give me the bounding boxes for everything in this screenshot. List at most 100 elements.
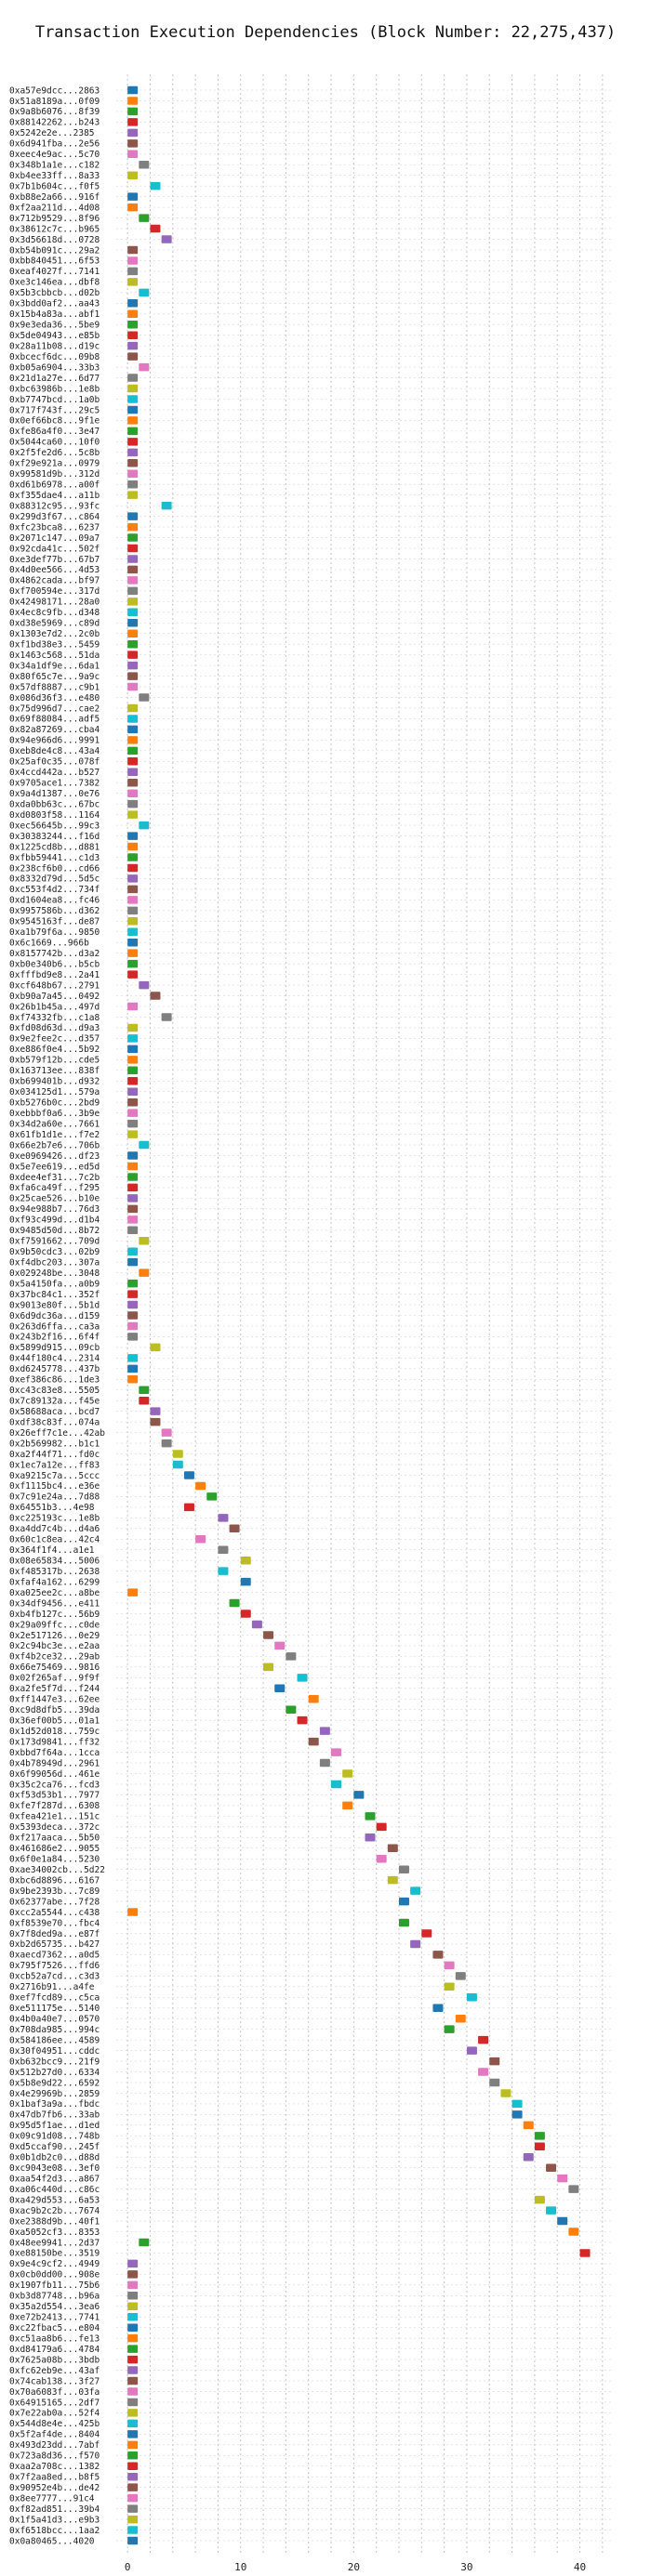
transaction-label: 0xbb840451...6f53 xyxy=(9,256,100,267)
transaction-label: 0xe511175e...5140 xyxy=(9,2004,100,2014)
transaction-label: 0xf4dbc203...307a xyxy=(9,1257,100,1268)
transaction-bar xyxy=(127,416,139,425)
transaction-bar xyxy=(195,1481,206,1491)
transaction-bar xyxy=(523,2153,534,2162)
transaction-bar xyxy=(127,2259,139,2268)
transaction-label: 0x9be2393b...7c89 xyxy=(9,1886,100,1897)
transaction-label: 0xc22fbac5...e804 xyxy=(9,2323,100,2333)
transaction-bar xyxy=(342,1769,353,1778)
transaction-bar xyxy=(139,2238,150,2247)
transaction-label: 0xdee4ef31...7c2b xyxy=(9,1173,100,1183)
transaction-label: 0xcf648b67...2791 xyxy=(9,980,100,991)
transaction-bar xyxy=(183,1471,194,1479)
transaction-bar xyxy=(127,2430,139,2438)
transaction-bar xyxy=(127,448,139,457)
transaction-bar xyxy=(150,181,161,191)
transaction-bar xyxy=(127,2504,139,2513)
transaction-label: 0x34a1df9e...6da1 xyxy=(9,661,100,671)
transaction-label: 0xb0e340b6...b5cb xyxy=(9,959,100,969)
transaction-label: 0x708da985...994c xyxy=(9,2025,100,2035)
transaction-bar xyxy=(127,2355,139,2364)
transaction-label: 0x4ccd442a...b527 xyxy=(9,768,100,778)
transaction-label: 0xf93c499d...d1b4 xyxy=(9,1216,100,1226)
transaction-label: 0x9e2fee2c...d357 xyxy=(9,1034,100,1045)
transaction-bar xyxy=(127,384,139,393)
transaction-bar xyxy=(579,2249,591,2257)
transaction-label: 0xb2d65735...b427 xyxy=(9,1939,100,1950)
transaction-bar xyxy=(127,1109,139,1117)
transaction-label: 0x795f7526...ffd6 xyxy=(9,1961,100,1971)
transaction-bar xyxy=(127,1247,139,1255)
transaction-label: 0x7625a08b...3bdb xyxy=(9,2355,100,2365)
transaction-label: 0x25cae526...b10e xyxy=(9,1194,100,1204)
transaction-bar xyxy=(139,161,150,169)
transaction-bar xyxy=(127,2440,139,2450)
transaction-bar xyxy=(274,1641,286,1650)
transaction-bar xyxy=(218,1567,229,1575)
transaction-label: 0x0cb0dd00...908e xyxy=(9,2270,100,2280)
transaction-bar xyxy=(127,533,139,542)
transaction-label: 0xf4b2ce32...29ab xyxy=(9,1652,100,1663)
transaction-label: 0xeb8de4c8...43a4 xyxy=(9,746,100,756)
transaction-bar xyxy=(127,906,139,915)
transaction-label: 0x62377abe...7f28 xyxy=(9,1897,100,1907)
transaction-label: 0xb579f12b...cde5 xyxy=(9,1056,100,1066)
transaction-bar xyxy=(127,896,139,904)
transaction-label: 0x1f5a41d3...e9b3 xyxy=(9,2515,100,2525)
transaction-bar xyxy=(127,97,139,105)
transaction-bar xyxy=(512,2110,523,2119)
transaction-label: 0x9b50cdc3...02b9 xyxy=(9,1247,100,1257)
x-tick-label: 40 xyxy=(574,2561,586,2573)
transaction-label: 0x58688aca...bcd7 xyxy=(9,1407,100,1417)
transaction-bar xyxy=(127,2345,139,2353)
transaction-bar xyxy=(127,810,139,819)
transaction-bar xyxy=(127,427,139,436)
transaction-label: 0xef7fcd89...c5ca xyxy=(9,1993,100,2004)
transaction-label: 0xa06c440d...c86c xyxy=(9,2185,100,2195)
transaction-label: 0x21d1a27e...6d77 xyxy=(9,374,100,384)
transaction-label: 0xfea421e1...151c xyxy=(9,1812,100,1822)
transaction-label: 0x02f265af...9f9f xyxy=(9,1674,100,1684)
transaction-label: 0x26b1b45a...497d xyxy=(9,1002,100,1012)
transaction-label: 0x08e65834...5006 xyxy=(9,1557,100,1567)
transaction-bar xyxy=(127,746,139,756)
transaction-bar xyxy=(139,1396,150,1405)
transaction-bar xyxy=(127,1023,139,1032)
transaction-label: 0x95d5f1ae...d1ed xyxy=(9,2121,100,2131)
transaction-bar xyxy=(127,309,139,319)
transaction-label: 0x5a4150fa...a0b9 xyxy=(9,1279,100,1289)
transaction-bar xyxy=(127,2302,139,2311)
transaction-bar xyxy=(127,757,139,766)
transaction-label: 0x88312c95...93fc xyxy=(9,501,100,511)
transaction-bar xyxy=(127,352,139,361)
transaction-label: 0x584186ee...4589 xyxy=(9,2035,100,2045)
transaction-label: 0x2c94bc3e...e2aa xyxy=(9,1641,100,1651)
transaction-label: 0x2f5fe2d6...5c8b xyxy=(9,448,100,458)
transaction-bar xyxy=(240,1556,251,1565)
transaction-bar xyxy=(183,1503,194,1512)
transaction-bar xyxy=(139,214,150,222)
transaction-label: 0x7f2aa8ed...b8f5 xyxy=(9,2473,100,2483)
transaction-bar xyxy=(218,1545,229,1554)
transaction-label: 0xc225193c...1e8b xyxy=(9,1514,100,1524)
transaction-bar xyxy=(127,491,139,499)
transaction-label: 0x4b0a40e7...0570 xyxy=(9,2015,100,2025)
transaction-bar xyxy=(421,1929,432,1938)
transaction-label: 0x9a4d1387...0e76 xyxy=(9,789,100,799)
transaction-bar xyxy=(127,256,139,265)
transaction-label: 0xd84179a6...4784 xyxy=(9,2345,100,2355)
transaction-bar xyxy=(331,1748,342,1756)
transaction-bar xyxy=(127,544,139,553)
transaction-bar xyxy=(478,2068,489,2076)
transaction-label: 0x64551b3...4e98 xyxy=(9,1503,95,1513)
transaction-label: 0xbbd7f64a...1cca xyxy=(9,1748,100,1758)
transaction-bar xyxy=(127,1097,139,1107)
transaction-bar xyxy=(161,501,172,510)
transaction-bar xyxy=(263,1663,274,1672)
transaction-bar xyxy=(127,1908,139,1916)
transaction-label: 0x42498171...28a0 xyxy=(9,598,100,608)
transaction-label: 0xbc63986b...1e8b xyxy=(9,384,100,394)
transaction-bar xyxy=(127,2419,139,2428)
transaction-label: 0xeec4e9ac...5c70 xyxy=(9,150,100,160)
